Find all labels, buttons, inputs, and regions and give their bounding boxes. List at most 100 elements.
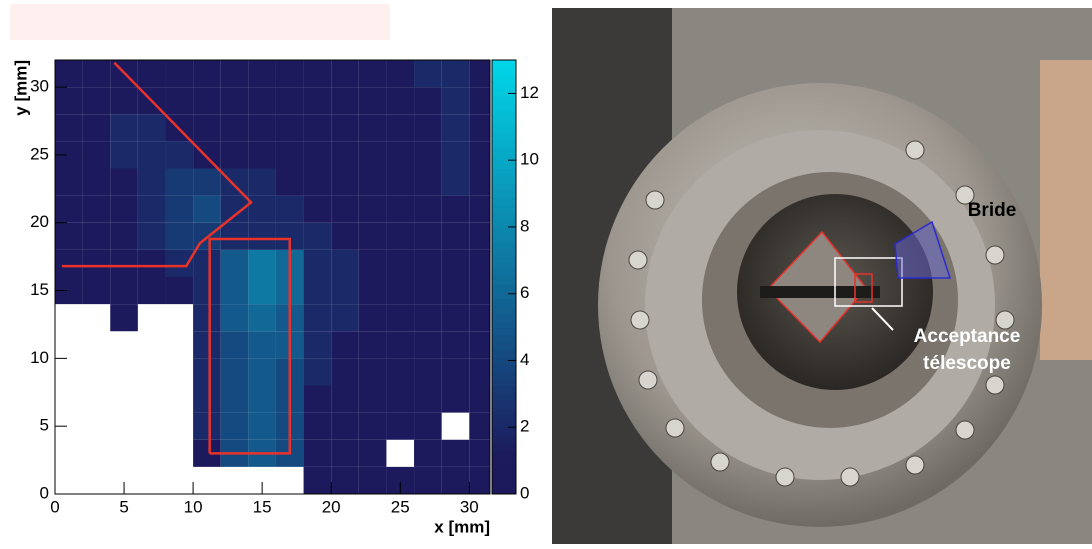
cell: [193, 385, 221, 413]
cell: [386, 195, 415, 223]
cell: [248, 331, 276, 359]
cell: [358, 385, 387, 413]
cell: [358, 304, 387, 332]
colorbar-step: [492, 81, 516, 90]
cell: [441, 249, 470, 277]
cell: [414, 277, 442, 305]
cell: [303, 304, 332, 332]
colorbar-step: [492, 175, 516, 184]
x-tick-label: 30: [460, 497, 479, 516]
cell: [137, 141, 166, 169]
colorbar-step: [492, 305, 516, 314]
cell: [469, 304, 490, 332]
cell: [165, 277, 194, 305]
cell: [193, 277, 221, 305]
cell: [386, 87, 415, 115]
cell: [331, 466, 359, 494]
cell: [358, 412, 387, 440]
cell: [414, 439, 442, 467]
cell: [386, 277, 415, 305]
colorbar-step: [492, 399, 516, 408]
cell: [275, 195, 304, 223]
cell: [82, 168, 111, 196]
cell: [220, 87, 249, 115]
cell: [82, 277, 111, 305]
colorbar-step: [492, 103, 516, 112]
cell: [331, 114, 359, 142]
bride-marker: [894, 220, 952, 279]
y-tick-label: 25: [30, 144, 49, 163]
colorbar-step: [492, 110, 516, 119]
cell: [82, 114, 111, 142]
cell: [386, 222, 415, 250]
cell: [414, 87, 442, 115]
colorbar-step: [492, 349, 516, 358]
cell: [386, 304, 415, 332]
cell: [331, 249, 359, 277]
cell: [358, 358, 387, 386]
colorbar-step: [492, 161, 516, 169]
cell: [275, 87, 304, 115]
cell: [358, 141, 387, 169]
cell: [469, 385, 490, 413]
cell: [386, 60, 415, 88]
cell: [137, 195, 166, 223]
colorbar-step: [492, 139, 516, 148]
cell: [386, 141, 415, 169]
cell: [358, 168, 387, 196]
y-tick-label: 30: [30, 77, 49, 96]
cell: [248, 249, 276, 277]
colorbar-tick-label: 4: [520, 350, 529, 369]
cell: [414, 466, 442, 494]
colorbar-step: [492, 486, 516, 495]
y-tick-label: 0: [40, 483, 49, 502]
cell: [193, 358, 221, 386]
cell: [220, 60, 249, 88]
photo-label: télescope: [923, 353, 1011, 374]
cell: [414, 141, 442, 169]
colorbar-step: [492, 226, 516, 235]
cell: [441, 277, 470, 305]
photo-label: Acceptance: [914, 326, 1021, 347]
cell: [331, 195, 359, 223]
x-tick-label: 15: [253, 497, 272, 516]
colorbar-step: [492, 334, 516, 343]
cell: [303, 466, 332, 494]
cell: [220, 249, 249, 277]
cell: [441, 141, 470, 169]
cell: [469, 87, 490, 115]
cell: [441, 87, 470, 115]
cell: [303, 222, 332, 250]
cell: [414, 222, 442, 250]
cell: [441, 60, 470, 88]
colorbar-step: [492, 190, 516, 198]
colorbar-step: [492, 327, 516, 336]
colorbar-step: [492, 421, 516, 430]
cell: [303, 195, 332, 223]
cell: [55, 222, 83, 250]
colorbar-step: [492, 428, 516, 437]
cell: [441, 331, 470, 359]
cell: [414, 358, 442, 386]
cell: [82, 141, 111, 169]
cell: [193, 412, 221, 440]
cell: [55, 60, 83, 88]
cell: [137, 249, 166, 277]
colorbar-step: [492, 262, 516, 271]
colorbar-step: [492, 219, 516, 227]
cell: [55, 195, 83, 223]
cell: [414, 195, 442, 223]
cell: [220, 222, 249, 250]
y-tick-label: 15: [30, 280, 49, 299]
cell: [469, 331, 490, 359]
cell: [220, 141, 249, 169]
cell: [358, 249, 387, 277]
colorbar-tick-label: 6: [520, 283, 529, 302]
cell: [137, 277, 166, 305]
cell: [331, 358, 359, 386]
cell: [165, 60, 194, 88]
cell: [414, 114, 442, 142]
colorbar-step: [492, 269, 516, 278]
cell: [358, 195, 387, 223]
cell: [220, 277, 249, 305]
